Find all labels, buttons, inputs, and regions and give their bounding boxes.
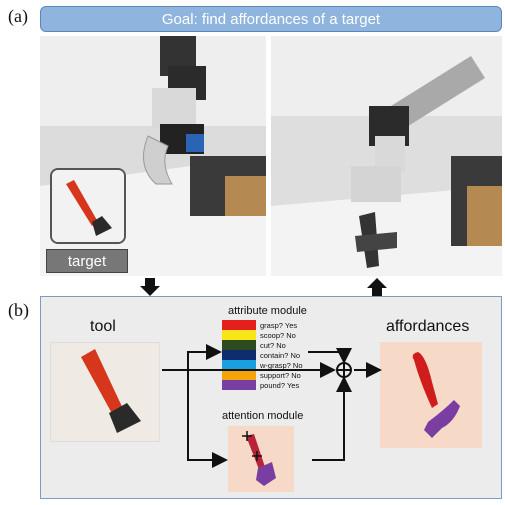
- attribute-row: contain? No: [222, 350, 332, 360]
- attribute-text: support? No: [260, 370, 301, 380]
- attribute-text: scoop? No: [260, 330, 296, 340]
- attribute-row: w-grasp? No: [222, 360, 332, 370]
- panel-b-letter: (b): [8, 300, 29, 320]
- attribute-row: scoop? No: [222, 330, 332, 340]
- attribute-swatch: [222, 350, 256, 360]
- affordance-map: [380, 342, 482, 448]
- crosshair-icon: [242, 431, 252, 441]
- attribute-row: support? No: [222, 370, 332, 380]
- panel-a-letter: (a): [8, 6, 28, 26]
- attribute-swatch: [222, 340, 256, 350]
- attribute-row: pound? Yes: [222, 380, 332, 390]
- attribute-text: cut? No: [260, 340, 286, 350]
- goal-banner: Goal: find affordances of a target: [40, 6, 502, 32]
- attention-module-label: attention module: [222, 410, 304, 422]
- attribute-module-label: attribute module: [228, 305, 307, 317]
- tool-label: tool: [90, 318, 116, 335]
- attribute-row: cut? No: [222, 340, 332, 350]
- robot-photo-after: [271, 36, 502, 276]
- robot-photo-before: [40, 36, 266, 276]
- target-label: target: [46, 249, 128, 273]
- attribute-swatch: [222, 360, 256, 370]
- attribute-text: grasp? Yes: [260, 320, 298, 330]
- flow-arrows: [162, 344, 382, 468]
- crosshair-icon: [252, 451, 262, 461]
- attribute-row: grasp? Yes: [222, 320, 332, 330]
- attribute-text: pound? Yes: [260, 380, 300, 390]
- target-thumbnail: [50, 168, 126, 244]
- arrow-down-icon: [140, 278, 160, 296]
- affordances-label: affordances: [386, 318, 470, 335]
- attribute-swatch: [222, 370, 256, 380]
- combine-icon: [336, 362, 352, 378]
- arrow-up-icon: [367, 278, 387, 296]
- attention-map: [228, 426, 294, 492]
- attribute-swatch: [222, 320, 256, 330]
- hammer-icon: [52, 170, 124, 242]
- attribute-swatch: [222, 330, 256, 340]
- attribute-text: contain? No: [260, 350, 301, 360]
- attribute-text: w-grasp? No: [260, 360, 303, 370]
- attribute-swatch: [222, 380, 256, 390]
- attribute-list: grasp? Yes scoop? No cut? No contain? No…: [222, 320, 332, 390]
- hammer-icon: [51, 343, 159, 441]
- tool-image: [50, 342, 160, 442]
